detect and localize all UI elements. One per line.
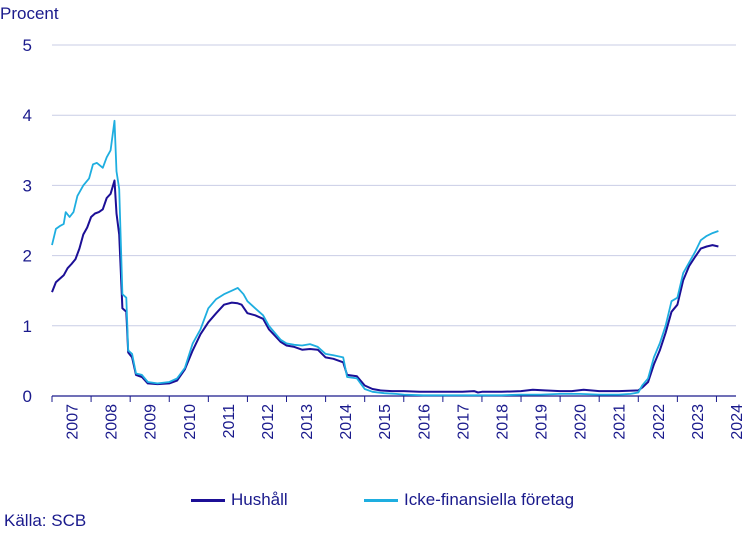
x-tick-2018: 2018 [494, 404, 511, 440]
y-tick-1: 1 [23, 317, 32, 336]
x-tick-2009: 2009 [143, 404, 160, 440]
legend-label-foretag: Icke-finansiella företag [404, 490, 575, 509]
legend-item-hushall: Hushåll [191, 490, 288, 510]
x-tick-2013: 2013 [299, 404, 316, 440]
y-tick-labels: 0 1 2 3 4 5 [23, 36, 32, 406]
legend-swatch-foretag [364, 498, 398, 502]
x-tick-2022: 2022 [651, 404, 668, 440]
y-tick-3: 3 [23, 176, 32, 195]
legend-label-hushall: Hushåll [231, 490, 288, 509]
x-tick-2023: 2023 [690, 404, 707, 440]
x-tick-2015: 2015 [377, 404, 394, 440]
x-tick-2014: 2014 [338, 404, 355, 440]
x-tick-2012: 2012 [260, 404, 277, 440]
x-tick-2017: 2017 [455, 404, 472, 440]
x-tick-2016: 2016 [416, 404, 433, 440]
y-tick-4: 4 [23, 106, 32, 125]
y-tick-2: 2 [23, 247, 32, 266]
source-note: Källa: SCB [4, 511, 87, 530]
x-tick-2011: 2011 [221, 404, 238, 439]
x-tick-2021: 2021 [612, 404, 629, 440]
x-tick-2010: 2010 [182, 404, 199, 440]
y-tick-0: 0 [23, 387, 32, 406]
series-lines [51, 119, 719, 397]
x-tick-2024: 2024 [729, 404, 746, 440]
series-line-0 [51, 179, 719, 394]
x-tick-2019: 2019 [534, 404, 551, 440]
legend-item-foretag: Icke-finansiella företag [364, 490, 574, 510]
y-tick-5: 5 [23, 36, 32, 55]
x-tick-labels: 2007 2008 2009 2010 2011 2012 2013 2014 2015 2016… [51, 396, 746, 440]
x-tick-2007: 2007 [65, 404, 82, 440]
y-axis-label: Procent [0, 4, 59, 23]
gridlines [52, 44, 736, 397]
series-line-1 [51, 119, 719, 397]
legend: Hushåll Icke-finansiella företag [0, 490, 756, 516]
legend-swatch-hushall [191, 498, 225, 502]
x-tick-2008: 2008 [104, 404, 121, 440]
x-tick-2020: 2020 [573, 404, 590, 440]
